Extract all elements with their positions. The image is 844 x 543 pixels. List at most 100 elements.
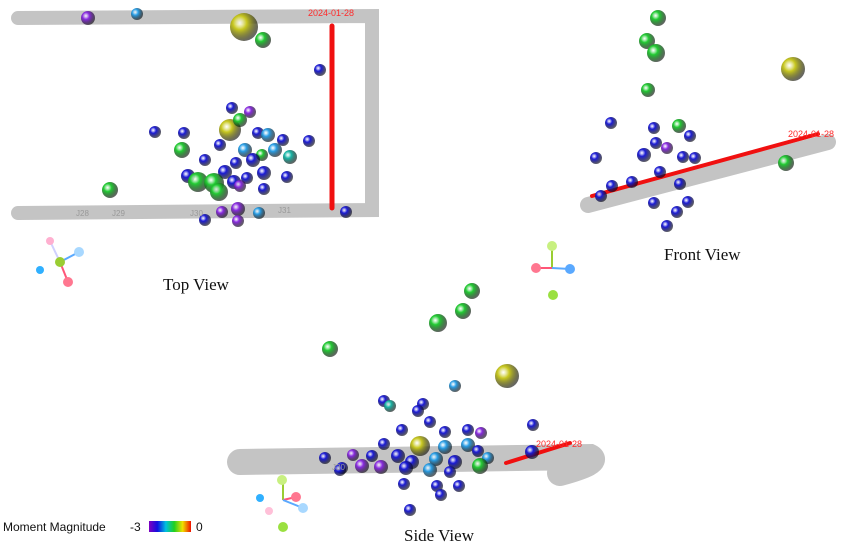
event-sphere	[444, 466, 456, 478]
event-sphere	[283, 150, 297, 164]
event-sphere	[314, 64, 326, 76]
event-sphere	[672, 119, 686, 133]
event-sphere	[449, 380, 461, 392]
date-label: 2024-01-28	[308, 8, 354, 18]
event-sphere	[253, 207, 265, 219]
event-sphere	[472, 458, 488, 474]
event-sphere	[654, 166, 666, 178]
event-sphere	[255, 32, 271, 48]
event-sphere	[131, 8, 143, 20]
event-sphere	[340, 206, 352, 218]
event-sphere	[102, 182, 118, 198]
event-sphere	[319, 452, 331, 464]
event-sphere	[424, 416, 436, 428]
panel-title: Front View	[664, 245, 741, 264]
event-sphere	[684, 130, 696, 142]
event-sphere	[334, 464, 346, 476]
tunnel	[11, 8, 379, 220]
event-sphere	[648, 197, 660, 209]
event-sphere	[230, 13, 258, 41]
event-sphere	[399, 461, 413, 475]
date-label: 2024-01-28	[788, 129, 834, 139]
event-sphere	[626, 176, 638, 188]
event-sphere	[322, 341, 338, 357]
event-sphere	[378, 438, 390, 450]
event-sphere	[671, 206, 683, 218]
event-sphere	[232, 215, 244, 227]
panel-title: Top View	[163, 275, 230, 294]
event-sphere	[778, 155, 794, 171]
date-label: 2024-01-28	[536, 439, 582, 449]
colorbar-min: -3	[130, 520, 141, 534]
tunnel-label: J30	[332, 463, 345, 472]
event-sphere	[214, 139, 226, 151]
event-sphere	[462, 424, 474, 436]
event-sphere	[355, 459, 369, 473]
event-sphere	[398, 478, 410, 490]
event-sphere	[641, 83, 655, 97]
event-sphere	[391, 449, 405, 463]
event-sphere	[674, 178, 686, 190]
event-sphere	[216, 206, 228, 218]
event-sphere	[455, 303, 471, 319]
event-sphere	[226, 102, 238, 114]
colorbar-max: 0	[196, 520, 203, 534]
event-sphere	[639, 33, 655, 49]
event-sphere	[268, 143, 282, 157]
event-sphere	[174, 142, 190, 158]
event-sphere	[210, 183, 228, 201]
event-sphere	[453, 480, 465, 492]
event-sphere	[277, 134, 289, 146]
event-sphere	[233, 113, 247, 127]
event-sphere	[439, 426, 451, 438]
event-sphere	[412, 405, 424, 417]
event-sphere	[438, 440, 452, 454]
event-sphere	[423, 463, 437, 477]
tunnel	[227, 443, 605, 486]
event-sphere	[661, 220, 673, 232]
event-sphere	[677, 151, 689, 163]
event-sphere	[258, 183, 270, 195]
event-sphere	[606, 180, 618, 192]
event-sphere	[661, 142, 673, 154]
panel-title: Side View	[404, 526, 475, 543]
tunnel-label: J31	[278, 206, 291, 215]
event-sphere	[429, 314, 447, 332]
event-sphere	[347, 449, 359, 461]
axis-gizmo	[531, 241, 575, 300]
event-sphere	[384, 400, 396, 412]
event-sphere	[199, 154, 211, 166]
event-sphere	[431, 480, 443, 492]
event-sphere	[429, 452, 443, 466]
event-sphere	[689, 152, 701, 164]
events	[81, 8, 805, 516]
axis-gizmo	[256, 475, 308, 532]
event-sphere	[261, 128, 275, 142]
event-sphere	[188, 172, 208, 192]
event-sphere	[682, 196, 694, 208]
tunnels	[11, 8, 836, 486]
event-sphere	[246, 153, 260, 167]
event-sphere	[231, 202, 245, 216]
colorbar	[149, 521, 191, 532]
event-sphere	[527, 419, 539, 431]
event-sphere	[257, 166, 271, 180]
event-sphere	[366, 450, 378, 462]
event-sphere	[525, 445, 539, 459]
event-sphere	[396, 424, 408, 436]
event-sphere	[637, 148, 651, 162]
tunnel-label: J28	[76, 209, 89, 218]
event-sphere	[461, 438, 475, 452]
event-sphere	[218, 165, 232, 179]
event-sphere	[303, 135, 315, 147]
event-sphere	[647, 44, 665, 62]
event-sphere	[605, 117, 617, 129]
event-sphere	[595, 190, 607, 202]
event-sphere	[81, 11, 95, 25]
event-sphere	[475, 427, 487, 439]
event-sphere	[244, 106, 256, 118]
event-sphere	[238, 143, 252, 157]
event-sphere	[410, 436, 430, 456]
event-sphere	[781, 57, 805, 81]
